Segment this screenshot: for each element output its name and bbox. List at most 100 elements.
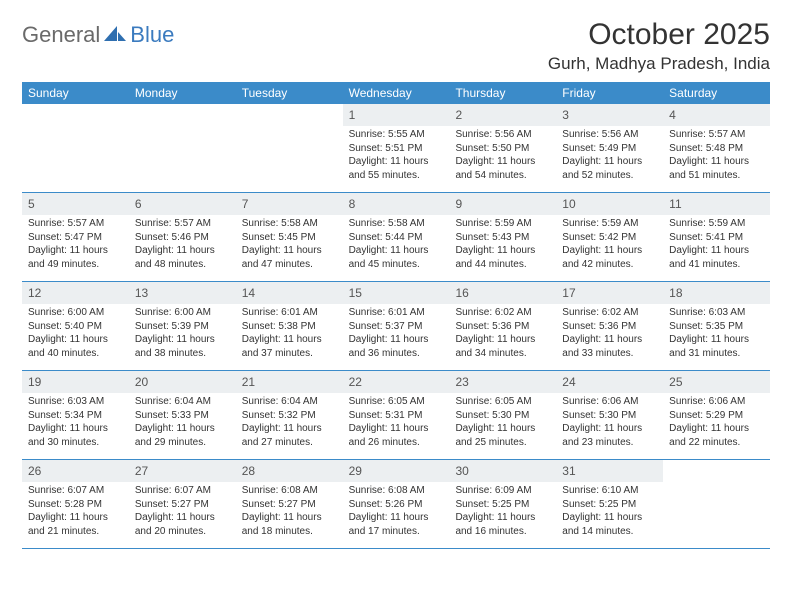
day-info: Sunrise: 6:06 AMSunset: 5:30 PMDaylight:… <box>556 393 663 453</box>
sunset: Sunset: 5:33 PM <box>135 409 230 423</box>
day-info: Sunrise: 5:56 AMSunset: 5:49 PMDaylight:… <box>556 126 663 186</box>
day-info: Sunrise: 6:04 AMSunset: 5:32 PMDaylight:… <box>236 393 343 453</box>
sunset: Sunset: 5:35 PM <box>669 320 764 334</box>
day-number: 25 <box>663 371 770 393</box>
daylight-line1: Daylight: 11 hours <box>28 511 123 525</box>
day-info: Sunrise: 6:08 AMSunset: 5:26 PMDaylight:… <box>343 482 450 542</box>
daylight-line1: Daylight: 11 hours <box>135 511 230 525</box>
calendar-day: 31Sunrise: 6:10 AMSunset: 5:25 PMDayligh… <box>556 460 663 548</box>
calendar-day: 22Sunrise: 6:05 AMSunset: 5:31 PMDayligh… <box>343 371 450 459</box>
day-number: 26 <box>22 460 129 482</box>
weekday-header: Sunday <box>22 82 129 104</box>
sunrise: Sunrise: 6:00 AM <box>135 306 230 320</box>
sunset: Sunset: 5:32 PM <box>242 409 337 423</box>
daylight-line2: and 29 minutes. <box>135 436 230 450</box>
calendar-day: 15Sunrise: 6:01 AMSunset: 5:37 PMDayligh… <box>343 282 450 370</box>
day-info: Sunrise: 6:03 AMSunset: 5:34 PMDaylight:… <box>22 393 129 453</box>
daylight-line2: and 18 minutes. <box>242 525 337 539</box>
sunrise: Sunrise: 6:04 AM <box>135 395 230 409</box>
sunset: Sunset: 5:46 PM <box>135 231 230 245</box>
sunrise: Sunrise: 5:55 AM <box>349 128 444 142</box>
daylight-line1: Daylight: 11 hours <box>455 422 550 436</box>
sunset: Sunset: 5:44 PM <box>349 231 444 245</box>
day-number <box>236 104 343 110</box>
calendar-day: 26Sunrise: 6:07 AMSunset: 5:28 PMDayligh… <box>22 460 129 548</box>
day-number: 12 <box>22 282 129 304</box>
calendar-day: 30Sunrise: 6:09 AMSunset: 5:25 PMDayligh… <box>449 460 556 548</box>
sunset: Sunset: 5:45 PM <box>242 231 337 245</box>
day-number: 4 <box>663 104 770 126</box>
day-number: 18 <box>663 282 770 304</box>
calendar-day: 1Sunrise: 5:55 AMSunset: 5:51 PMDaylight… <box>343 104 450 192</box>
daylight-line1: Daylight: 11 hours <box>562 422 657 436</box>
day-info: Sunrise: 6:01 AMSunset: 5:38 PMDaylight:… <box>236 304 343 364</box>
daylight-line2: and 48 minutes. <box>135 258 230 272</box>
daylight-line1: Daylight: 11 hours <box>349 422 444 436</box>
sunrise: Sunrise: 5:58 AM <box>242 217 337 231</box>
daylight-line2: and 34 minutes. <box>455 347 550 361</box>
daylight-line2: and 41 minutes. <box>669 258 764 272</box>
logo-sail-icon <box>104 24 126 47</box>
day-info: Sunrise: 6:00 AMSunset: 5:40 PMDaylight:… <box>22 304 129 364</box>
calendar-day: 8Sunrise: 5:58 AMSunset: 5:44 PMDaylight… <box>343 193 450 281</box>
calendar-day: 24Sunrise: 6:06 AMSunset: 5:30 PMDayligh… <box>556 371 663 459</box>
sunrise: Sunrise: 6:08 AM <box>242 484 337 498</box>
calendar-week: 19Sunrise: 6:03 AMSunset: 5:34 PMDayligh… <box>22 371 770 460</box>
day-info: Sunrise: 6:05 AMSunset: 5:30 PMDaylight:… <box>449 393 556 453</box>
day-number: 28 <box>236 460 343 482</box>
calendar-day: 21Sunrise: 6:04 AMSunset: 5:32 PMDayligh… <box>236 371 343 459</box>
day-number: 24 <box>556 371 663 393</box>
day-info: Sunrise: 6:00 AMSunset: 5:39 PMDaylight:… <box>129 304 236 364</box>
day-info: Sunrise: 6:05 AMSunset: 5:31 PMDaylight:… <box>343 393 450 453</box>
day-number: 15 <box>343 282 450 304</box>
day-info: Sunrise: 6:03 AMSunset: 5:35 PMDaylight:… <box>663 304 770 364</box>
day-number: 5 <box>22 193 129 215</box>
day-number: 13 <box>129 282 236 304</box>
daylight-line2: and 26 minutes. <box>349 436 444 450</box>
sunset: Sunset: 5:25 PM <box>455 498 550 512</box>
day-number: 16 <box>449 282 556 304</box>
daylight-line2: and 21 minutes. <box>28 525 123 539</box>
weekday-header: Friday <box>556 82 663 104</box>
daylight-line1: Daylight: 11 hours <box>349 244 444 258</box>
day-number: 22 <box>343 371 450 393</box>
day-number: 10 <box>556 193 663 215</box>
calendar-day: 4Sunrise: 5:57 AMSunset: 5:48 PMDaylight… <box>663 104 770 192</box>
day-number <box>22 104 129 110</box>
sunrise: Sunrise: 6:03 AM <box>28 395 123 409</box>
daylight-line2: and 37 minutes. <box>242 347 337 361</box>
day-info: Sunrise: 6:02 AMSunset: 5:36 PMDaylight:… <box>556 304 663 364</box>
day-number: 6 <box>129 193 236 215</box>
calendar-day: 27Sunrise: 6:07 AMSunset: 5:27 PMDayligh… <box>129 460 236 548</box>
calendar-day: 18Sunrise: 6:03 AMSunset: 5:35 PMDayligh… <box>663 282 770 370</box>
calendar-week: 26Sunrise: 6:07 AMSunset: 5:28 PMDayligh… <box>22 460 770 549</box>
sunrise: Sunrise: 5:57 AM <box>28 217 123 231</box>
sunset: Sunset: 5:30 PM <box>455 409 550 423</box>
daylight-line1: Daylight: 11 hours <box>562 333 657 347</box>
day-info: Sunrise: 5:59 AMSunset: 5:41 PMDaylight:… <box>663 215 770 275</box>
daylight-line1: Daylight: 11 hours <box>349 155 444 169</box>
sunset: Sunset: 5:41 PM <box>669 231 764 245</box>
sunrise: Sunrise: 6:10 AM <box>562 484 657 498</box>
calendar-day <box>663 460 770 548</box>
weekday-header: Saturday <box>663 82 770 104</box>
sunset: Sunset: 5:30 PM <box>562 409 657 423</box>
sunrise: Sunrise: 5:56 AM <box>562 128 657 142</box>
daylight-line2: and 16 minutes. <box>455 525 550 539</box>
calendar-day: 9Sunrise: 5:59 AMSunset: 5:43 PMDaylight… <box>449 193 556 281</box>
calendar-day: 19Sunrise: 6:03 AMSunset: 5:34 PMDayligh… <box>22 371 129 459</box>
day-number <box>129 104 236 110</box>
day-info: Sunrise: 5:59 AMSunset: 5:42 PMDaylight:… <box>556 215 663 275</box>
day-info: Sunrise: 5:57 AMSunset: 5:47 PMDaylight:… <box>22 215 129 275</box>
daylight-line1: Daylight: 11 hours <box>455 511 550 525</box>
calendar-day: 11Sunrise: 5:59 AMSunset: 5:41 PMDayligh… <box>663 193 770 281</box>
daylight-line2: and 31 minutes. <box>669 347 764 361</box>
weekday-header: Thursday <box>449 82 556 104</box>
daylight-line2: and 27 minutes. <box>242 436 337 450</box>
calendar-day: 3Sunrise: 5:56 AMSunset: 5:49 PMDaylight… <box>556 104 663 192</box>
daylight-line1: Daylight: 11 hours <box>562 155 657 169</box>
day-number: 7 <box>236 193 343 215</box>
day-number: 14 <box>236 282 343 304</box>
sunrise: Sunrise: 5:57 AM <box>669 128 764 142</box>
day-info: Sunrise: 6:07 AMSunset: 5:28 PMDaylight:… <box>22 482 129 542</box>
